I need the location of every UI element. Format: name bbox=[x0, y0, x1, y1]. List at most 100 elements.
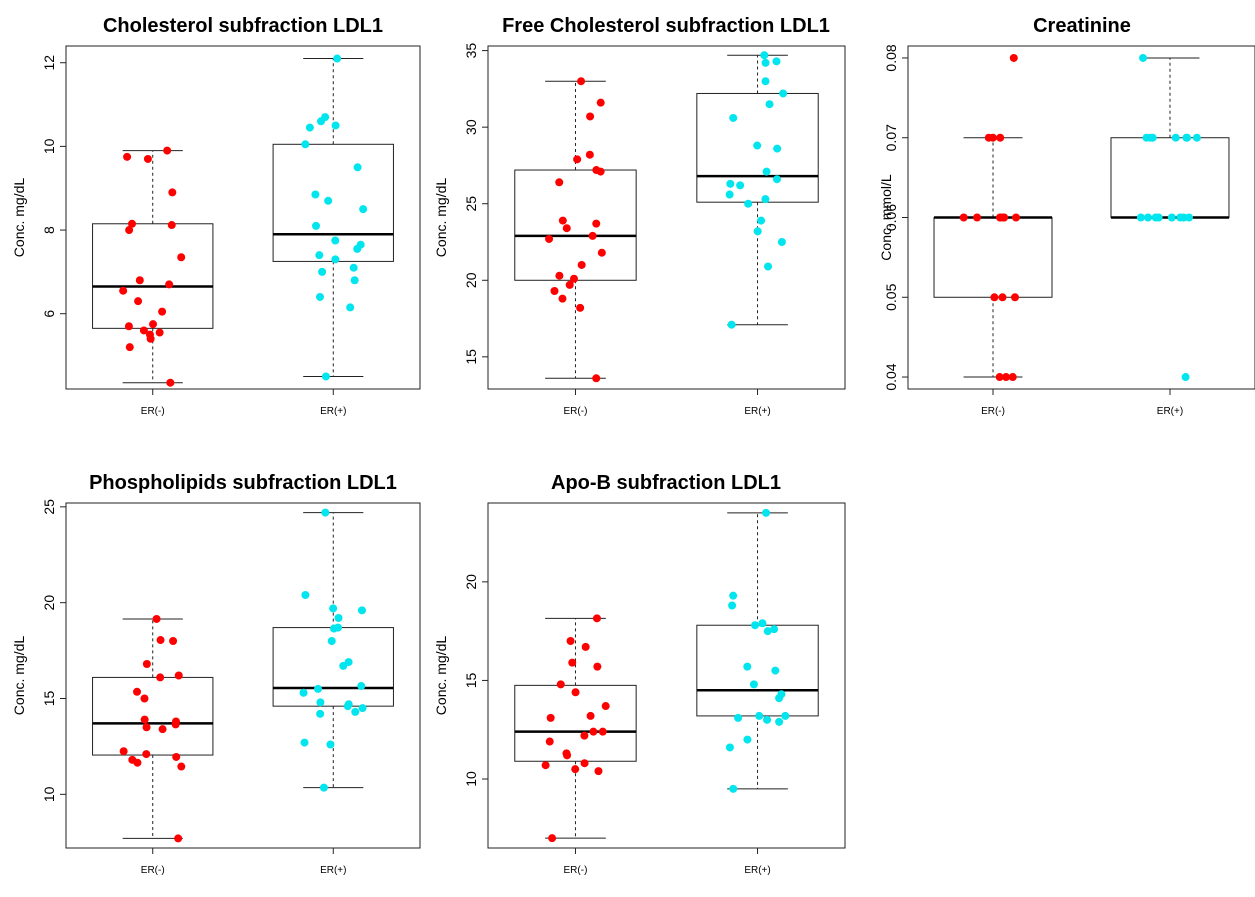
plot-frame bbox=[65, 45, 421, 390]
y-tick-label: 10 bbox=[41, 138, 57, 154]
data-point bbox=[1008, 373, 1017, 382]
data-point bbox=[592, 374, 601, 383]
y-tick-label: 20 bbox=[41, 595, 57, 611]
data-point bbox=[734, 713, 743, 722]
data-point bbox=[312, 221, 321, 230]
data-point bbox=[319, 783, 328, 792]
data-point bbox=[764, 262, 773, 271]
data-point bbox=[779, 89, 788, 98]
data-point bbox=[143, 154, 152, 163]
data-point bbox=[546, 713, 555, 722]
data-point bbox=[772, 57, 781, 66]
data-point bbox=[762, 167, 771, 176]
data-point bbox=[563, 751, 572, 760]
data-point bbox=[581, 642, 590, 651]
data-point bbox=[761, 58, 770, 67]
y-tick-label: 12 bbox=[41, 55, 57, 71]
chart-panel-1: Cholesterol subfraction LDL1 Conc. mg/dL 6… bbox=[11, 15, 421, 417]
data-point bbox=[576, 303, 585, 312]
data-point bbox=[556, 680, 565, 689]
data-point bbox=[973, 213, 982, 222]
y-tick-label: 6 bbox=[41, 310, 57, 318]
y-tick-label: 10 bbox=[41, 786, 57, 802]
data-point bbox=[349, 263, 358, 272]
y-tick-label: 15 bbox=[41, 691, 57, 707]
iqr-box bbox=[92, 676, 214, 756]
data-point bbox=[984, 133, 993, 142]
data-point bbox=[586, 112, 595, 121]
data-point bbox=[727, 320, 736, 329]
data-point bbox=[168, 188, 177, 197]
data-point bbox=[763, 627, 772, 636]
plot-frame bbox=[487, 502, 846, 849]
box-er-pos bbox=[272, 508, 394, 792]
data-point bbox=[571, 688, 580, 697]
chart-title: Free Cholesterol subfraction LDL1 bbox=[502, 15, 830, 37]
data-point bbox=[1146, 133, 1155, 142]
data-point bbox=[321, 372, 330, 381]
data-point bbox=[580, 731, 589, 740]
chart-panel-2: Free Cholesterol subfraction LDL1 Conc. m… bbox=[433, 15, 846, 417]
iqr-box bbox=[696, 92, 819, 203]
data-point bbox=[555, 271, 564, 280]
y-axis-label: Conc. mg/dL bbox=[11, 178, 27, 258]
data-point bbox=[339, 661, 348, 670]
data-point bbox=[171, 720, 180, 729]
data-point bbox=[140, 715, 149, 724]
data-point bbox=[125, 343, 134, 352]
data-point bbox=[334, 614, 343, 622]
data-point bbox=[763, 715, 772, 724]
data-point bbox=[1179, 213, 1188, 222]
data-point bbox=[996, 133, 1005, 142]
x-tick-label: ER(+) bbox=[320, 865, 346, 876]
data-point bbox=[775, 694, 784, 703]
data-point bbox=[1171, 133, 1180, 142]
data-point bbox=[1002, 373, 1011, 382]
box-er-neg bbox=[92, 146, 214, 387]
data-point bbox=[729, 784, 738, 793]
data-point bbox=[301, 140, 310, 149]
data-point bbox=[1181, 373, 1190, 382]
data-point bbox=[333, 54, 342, 63]
data-point bbox=[558, 216, 567, 225]
data-point bbox=[124, 322, 133, 331]
data-point bbox=[315, 251, 324, 260]
data-point bbox=[314, 684, 323, 693]
data-point bbox=[316, 698, 325, 707]
data-point bbox=[1139, 53, 1148, 62]
data-point bbox=[353, 163, 362, 172]
box-er-neg bbox=[514, 77, 637, 383]
data-point bbox=[1144, 213, 1153, 222]
chart-panel-3: Creatinine Conc. mmol/L 0.04 0.05 0.06 0.07 0.… bbox=[878, 15, 1255, 417]
y-tick-label: 20 bbox=[463, 272, 479, 288]
y-tick-label: 35 bbox=[463, 43, 479, 59]
data-point bbox=[757, 216, 766, 225]
data-point bbox=[995, 373, 1004, 382]
data-point bbox=[749, 680, 758, 689]
y-tick-label: 25 bbox=[463, 196, 479, 212]
data-point bbox=[1009, 53, 1018, 62]
data-point bbox=[133, 758, 142, 767]
box-er-neg bbox=[92, 614, 214, 843]
data-point bbox=[316, 709, 325, 718]
y-axis-label: Conc. mg/dL bbox=[433, 178, 449, 258]
data-point bbox=[597, 248, 606, 257]
data-point bbox=[996, 213, 1005, 222]
data-point bbox=[174, 671, 183, 680]
data-point bbox=[771, 666, 780, 675]
y-tick-label: 0.04 bbox=[883, 363, 899, 390]
data-point bbox=[359, 205, 368, 214]
data-point bbox=[300, 738, 309, 747]
data-point bbox=[773, 144, 782, 153]
data-point bbox=[152, 614, 161, 623]
y-tick-label: 0.08 bbox=[883, 44, 899, 71]
data-point bbox=[149, 320, 158, 329]
data-point bbox=[580, 759, 589, 768]
data-point bbox=[1010, 293, 1019, 302]
data-point bbox=[146, 334, 155, 343]
data-point bbox=[166, 378, 175, 387]
data-point bbox=[318, 267, 327, 276]
box-er-pos bbox=[696, 51, 819, 329]
data-point bbox=[174, 834, 183, 843]
